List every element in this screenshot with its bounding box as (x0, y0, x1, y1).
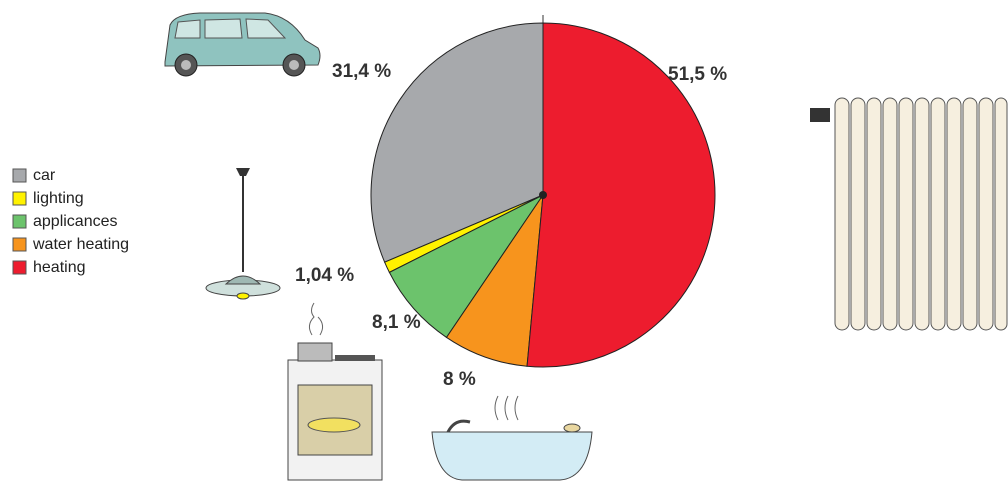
pie-slice (526, 22, 716, 368)
pie-center (539, 191, 547, 199)
pie-slice (388, 193, 545, 339)
legend-label: heating (33, 259, 86, 276)
value-label: 31,4 % (332, 61, 391, 82)
legend-swatch (12, 214, 27, 229)
legend-label: car (33, 167, 56, 184)
stove-illustration (287, 302, 383, 481)
radiator-illustration (810, 97, 1008, 331)
car-illustration (164, 12, 321, 77)
value-label: 1,04 % (295, 265, 354, 286)
value-label: 8 % (443, 369, 476, 390)
legend-swatch (12, 191, 27, 206)
value-label: 51,5 % (668, 64, 727, 85)
legend-label: lighting (33, 190, 84, 207)
legend-label: water heating (32, 236, 129, 253)
legend-label: applicances (33, 213, 118, 230)
lamp-illustration (205, 168, 281, 300)
value-label: 8,1 % (372, 312, 421, 333)
legend-swatch (12, 168, 27, 183)
legend-swatch (12, 260, 27, 275)
legend-swatch (12, 237, 27, 252)
bathtub-illustration (431, 395, 593, 481)
pie-slice (370, 22, 544, 263)
